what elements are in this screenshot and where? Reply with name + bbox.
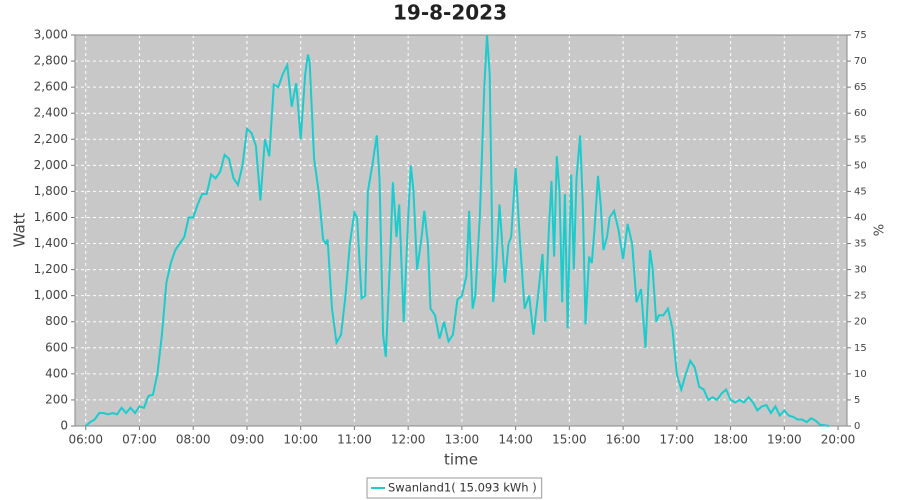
legend: Swanland1( 15.093 kWh ): [366, 477, 543, 499]
x-tick-label: 07:00: [122, 433, 157, 447]
x-tick-label: 09:00: [230, 433, 265, 447]
y-tick-label: 1,200: [34, 262, 68, 276]
x-tick-label: 15:00: [552, 433, 587, 447]
y2-tick-label: 40: [854, 212, 867, 223]
x-tick-label: 10:00: [283, 433, 318, 447]
x-tick-label: 08:00: [176, 433, 211, 447]
y2-tick-label: 70: [854, 56, 867, 67]
y-axis-label: Watt: [11, 212, 29, 247]
y2-tick-label: 0: [854, 421, 860, 432]
y-tick-label: 1,600: [34, 210, 68, 224]
y-tick-label: 1,000: [34, 288, 68, 302]
y-tick-label: 200: [45, 392, 68, 406]
x-tick-label: 12:00: [391, 433, 426, 447]
y-tick-label: 2,000: [34, 158, 68, 172]
x-tick-label: 17:00: [660, 433, 695, 447]
y-tick-label: 1,800: [34, 184, 68, 198]
y-tick-label: 800: [45, 314, 68, 328]
y2-tick-label: 30: [854, 265, 867, 276]
y2-tick-label: 5: [854, 395, 860, 406]
legend-label: Swanland1( 15.093 kWh ): [388, 481, 537, 495]
y-tick-label: 2,400: [34, 106, 68, 120]
y2-tick-label: 45: [854, 186, 867, 197]
y-tick-label: 2,600: [34, 80, 68, 94]
plot-border: [74, 34, 848, 427]
x-tick-label: 14:00: [498, 433, 533, 447]
y-tick-label: 600: [45, 340, 68, 354]
y2-axis-label: %: [873, 224, 888, 236]
y2-tick-label: 60: [854, 108, 867, 119]
x-tick-label: 11:00: [337, 433, 372, 447]
y-tick-label: 0: [60, 419, 68, 433]
x-axis-label: time: [444, 451, 478, 469]
y-tick-label: 2,800: [34, 54, 68, 68]
y2-tick-label: 20: [854, 317, 867, 328]
legend-box: [366, 477, 543, 499]
y2-tick-label: 35: [854, 239, 867, 250]
y-tick-label: 400: [45, 366, 68, 380]
y-tick-label: 3,000: [34, 28, 68, 42]
y2-tick-label: 75: [854, 30, 867, 41]
chart-title: 19-8-2023: [393, 1, 507, 25]
x-tick-label: 19:00: [767, 433, 802, 447]
x-tick-label: 16:00: [606, 433, 641, 447]
y-tick-label: 2,200: [34, 132, 68, 146]
y-tick-label: 1,400: [34, 236, 68, 250]
x-tick-label: 06:00: [68, 433, 103, 447]
x-tick-label: 20:00: [821, 433, 856, 447]
x-tick-label: 13:00: [445, 433, 480, 447]
y2-tick-label: 65: [854, 82, 867, 93]
y2-tick-label: 25: [854, 291, 867, 302]
y2-tick-label: 10: [854, 369, 867, 380]
y2-tick-label: 55: [854, 134, 867, 145]
series-line: [85, 34, 830, 427]
plot-area: [75, 35, 847, 426]
y2-tick-label: 50: [854, 160, 867, 171]
x-tick-label: 18:00: [713, 433, 748, 447]
y2-tick-label: 15: [854, 343, 867, 354]
